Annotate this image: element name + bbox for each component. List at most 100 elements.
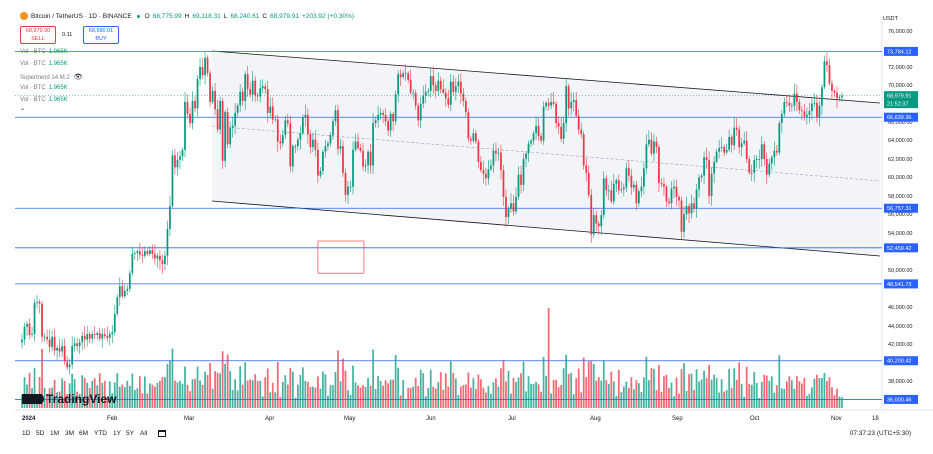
candle-body	[294, 146, 297, 147]
candle-body	[23, 326, 26, 340]
range-1d-button[interactable]: 1D	[22, 430, 31, 437]
candle-body	[763, 144, 766, 160]
volume-bar	[492, 382, 495, 408]
candle-body	[497, 152, 500, 154]
candle-body	[607, 190, 610, 192]
candle-body	[520, 174, 522, 185]
candle-body	[547, 102, 550, 106]
price-axis[interactable]: 76,000.00 72,000.00 70,000.00 66,000.00 64,0…	[888, 29, 912, 385]
indicator-volume-4[interactable]: Vol · BTC 1.965K	[20, 97, 68, 103]
candle-body	[790, 105, 793, 107]
candle-body	[758, 159, 761, 160]
candles[interactable]	[21, 52, 843, 375]
candle-body	[437, 80, 440, 91]
channel-lower-line	[211, 200, 881, 257]
volume-bar	[572, 394, 575, 408]
volume-bar	[725, 390, 728, 408]
range-5d-button[interactable]: 5D	[36, 430, 45, 437]
volume-bar	[640, 391, 643, 408]
volume-bar	[838, 396, 841, 408]
candle-body	[592, 215, 595, 235]
range-1y-button[interactable]: 1Y	[113, 430, 121, 437]
candle-body	[31, 334, 33, 335]
range-3m-button[interactable]: 3M	[65, 430, 75, 437]
candle-body	[806, 114, 808, 117]
candle-body	[429, 76, 432, 91]
market-open-dot-icon	[136, 14, 140, 18]
time-axis-label: Apr	[265, 416, 274, 422]
regression-channel[interactable]	[211, 50, 881, 257]
volume-bar	[246, 380, 249, 408]
volume-bar	[304, 380, 307, 408]
currency-label[interactable]: USDT	[883, 16, 898, 22]
candle-body	[184, 101, 186, 150]
volume-bar	[630, 377, 633, 408]
indicator-supertrend[interactable]: Supertrend 14 M.2 👁	[20, 73, 83, 81]
visibility-eye-icon[interactable]: 👁	[73, 74, 83, 81]
volume-bar	[214, 371, 216, 408]
volume-bar	[472, 378, 475, 408]
volume-bar	[708, 364, 710, 408]
volume-bar	[86, 382, 89, 408]
indicator-volume-3[interactable]: Vol · BTC 1.965K	[20, 85, 68, 91]
brand-name: TradingView	[46, 392, 117, 406]
volume-bar	[577, 368, 580, 408]
ohlc-close-key: C	[262, 12, 268, 20]
volume-bar	[61, 378, 63, 408]
collapse-legend-button[interactable]: ⌃	[20, 109, 26, 115]
time-axis[interactable]: 2024 Feb Mar Apr May Jun Jul Aug Sep Oct Nov 18	[22, 416, 879, 422]
volume-bar	[452, 373, 455, 408]
volume-bar	[635, 380, 638, 408]
volume-bar	[382, 385, 384, 408]
candle-body	[625, 168, 628, 188]
volume-bar	[81, 375, 84, 408]
candle-body	[284, 120, 287, 136]
range-6m-button[interactable]: 6M	[79, 430, 89, 437]
volume-bar	[387, 383, 389, 408]
symbol-title[interactable]: Bitcoin / TetherUS · 1D · BINANCE	[31, 12, 132, 20]
clock-timezone[interactable]: 07:37:23 (UTC+5:30)	[849, 430, 911, 437]
candle-body	[304, 114, 307, 118]
volume-bar	[801, 383, 803, 408]
candle-body	[680, 200, 683, 232]
range-all-button[interactable]: All	[140, 430, 148, 437]
candle-body	[171, 155, 174, 206]
volume-bar	[319, 388, 322, 408]
candle-body	[492, 150, 495, 166]
range-ytd-button[interactable]: YTD	[94, 430, 107, 437]
ohlc-high: 69,118.31	[192, 12, 221, 20]
calendar-icon[interactable]	[158, 430, 166, 437]
candle-body	[668, 201, 670, 204]
volume-bar	[399, 395, 402, 408]
ohlc-high-key: H	[184, 12, 190, 20]
range-1m-button[interactable]: 1M	[50, 430, 60, 437]
volume-bar	[793, 388, 796, 408]
range-5y-button[interactable]: 5Y	[126, 430, 134, 437]
price-axis-label: 66,000.00	[888, 120, 912, 126]
volume-bar	[164, 377, 166, 408]
buy-button[interactable]: 68,980.01 BUY	[83, 26, 119, 44]
volume-bar	[434, 388, 437, 408]
current-price-tag-text: 68,979.91	[887, 94, 911, 100]
current-price-tag-bg	[884, 91, 918, 109]
volume-bar	[668, 387, 670, 408]
indicator-volume-1[interactable]: Vol · BTC 1.965K	[20, 49, 68, 55]
volume-bar	[507, 371, 510, 408]
candle-body	[811, 103, 813, 112]
volume-bar	[404, 399, 407, 408]
volume-bar	[464, 384, 467, 408]
symbol-legend[interactable]: Bitcoin / TetherUS · 1D · BINANCE O 68,77…	[20, 12, 354, 20]
volume-bar	[790, 380, 793, 408]
indicator-volume-2[interactable]: Vol · BTC 1.965K	[20, 61, 68, 67]
candle-body	[552, 101, 555, 104]
candle-body	[176, 159, 179, 168]
volume-bar	[718, 392, 721, 408]
volume-bar	[354, 382, 357, 408]
price-axis-label: 46,000.00	[888, 305, 912, 311]
tradingview-logo[interactable]: TradingView	[22, 392, 116, 406]
candle-body	[572, 100, 575, 102]
sell-button[interactable]: 68,979.90 SELL	[20, 26, 56, 44]
horizontal-levels[interactable]	[15, 51, 882, 400]
candle-body	[678, 196, 680, 201]
